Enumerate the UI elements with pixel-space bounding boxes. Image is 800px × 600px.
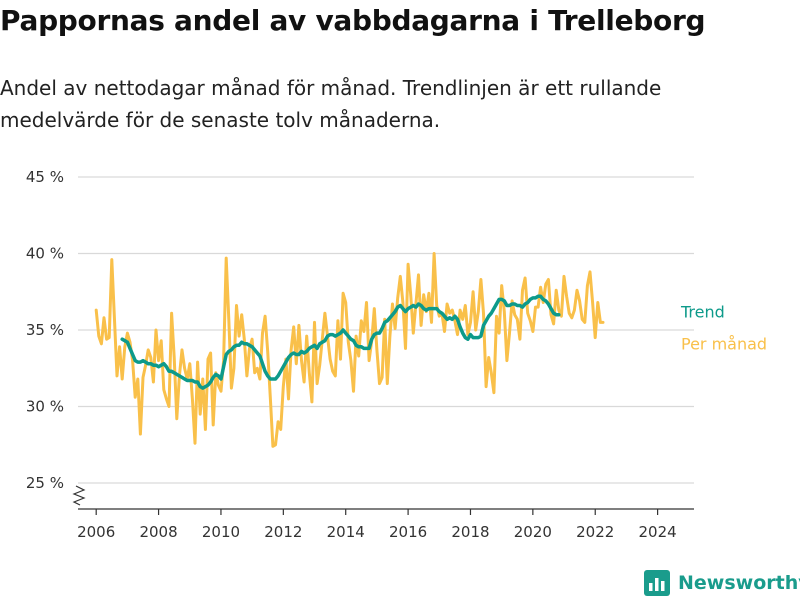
series-line-trend	[120, 294, 561, 390]
x-axis	[72, 485, 694, 510]
x-tick-label: 2016	[389, 523, 427, 541]
y-tick-label: 40 %	[26, 245, 64, 263]
y-gridlines	[78, 176, 694, 484]
x-tick-label: 2006	[77, 523, 115, 541]
x-tick-label: 2010	[202, 523, 240, 541]
page-title: Pappornas andel av vabbdagarna i Trelleb…	[0, 4, 706, 37]
x-tick-label: 2022	[576, 523, 614, 541]
x-tick-label: 2018	[451, 523, 489, 541]
y-tick-label: 30 %	[26, 398, 64, 416]
legend-label-per-manad: Per månad	[681, 335, 767, 354]
x-tick-label: 2024	[639, 523, 677, 541]
bar-chart-logo-icon	[644, 570, 670, 596]
x-tick-label: 2012	[264, 523, 302, 541]
brand-name: Newsworthy	[678, 572, 800, 594]
x-axis-ticks: 2006 2008 2010 2012 2014 2016 2018 2020 2022 2024	[77, 509, 677, 541]
x-tick-label: 2008	[139, 523, 177, 541]
series-line-per-manad	[94, 252, 605, 448]
page-subtitle: Andel av nettodagar månad för månad. Tre…	[0, 76, 662, 132]
x-tick-label: 2014	[327, 523, 365, 541]
legend-label-trend: Trend	[680, 303, 725, 322]
y-axis-ticks: 25 % 30 % 35 % 40 % 45 %	[26, 168, 64, 492]
y-tick-label: 45 %	[26, 168, 64, 186]
x-tick-label: 2020	[514, 523, 552, 541]
y-tick-label: 25 %	[26, 474, 64, 492]
newsworthy-logo: Newsworthy	[644, 570, 800, 596]
y-axis-break-marker	[72, 485, 86, 506]
chart-series	[94, 252, 605, 448]
chart-legend: Trend Per månad	[680, 303, 767, 354]
y-tick-label: 35 %	[26, 321, 64, 339]
